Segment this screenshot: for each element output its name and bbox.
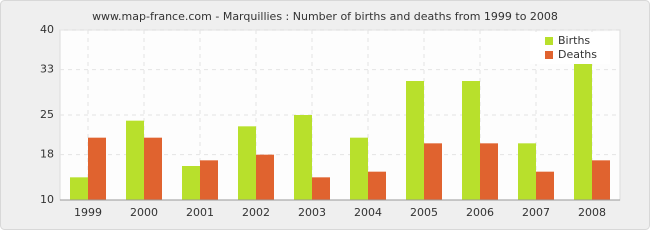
x-tick-label: 2004 [354, 206, 382, 219]
bar [462, 81, 480, 200]
x-tick-label: 2000 [130, 206, 158, 219]
y-tick-label: 18 [40, 148, 54, 161]
legend-label: Deaths [558, 48, 597, 61]
legend-label: Births [558, 34, 590, 47]
y-tick-label: 10 [40, 193, 54, 206]
bar [312, 177, 330, 200]
bar [368, 171, 386, 200]
bar [144, 137, 162, 200]
chart: www.map-france.com - Marquillies : Numbe… [0, 0, 650, 230]
bar [256, 154, 274, 200]
bar [238, 126, 256, 200]
x-tick-label: 2002 [242, 206, 270, 219]
bar [126, 120, 144, 200]
x-tick-label: 2007 [522, 206, 550, 219]
y-tick-label: 33 [40, 63, 54, 76]
bar [574, 64, 592, 200]
x-tick-label: 1999 [74, 206, 102, 219]
x-tick-label: 2001 [186, 206, 214, 219]
chart-title: www.map-france.com - Marquillies : Numbe… [92, 10, 558, 23]
bar [200, 160, 218, 200]
bar [592, 160, 610, 200]
legend-box [530, 32, 610, 64]
bar [294, 115, 312, 200]
x-tick-label: 2003 [298, 206, 326, 219]
bar [350, 137, 368, 200]
bar [424, 143, 442, 200]
page: {"chart_data": {"type": "bar", "title": … [0, 0, 650, 230]
y-tick-label: 25 [40, 108, 54, 121]
legend-swatch [545, 51, 553, 59]
legend-swatch [545, 37, 553, 45]
bar [518, 143, 536, 200]
bar [536, 171, 554, 200]
bar [406, 81, 424, 200]
bar [70, 177, 88, 200]
bar [480, 143, 498, 200]
x-tick-label: 2005 [410, 206, 438, 219]
y-tick-label: 40 [40, 23, 54, 36]
bar [182, 166, 200, 200]
x-tick-label: 2006 [466, 206, 494, 219]
bar [88, 137, 106, 200]
x-tick-label: 2008 [578, 206, 606, 219]
